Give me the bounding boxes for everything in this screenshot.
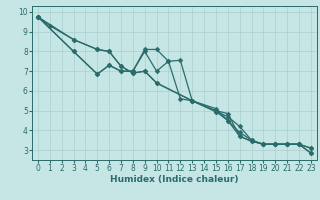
X-axis label: Humidex (Indice chaleur): Humidex (Indice chaleur) [110,175,239,184]
